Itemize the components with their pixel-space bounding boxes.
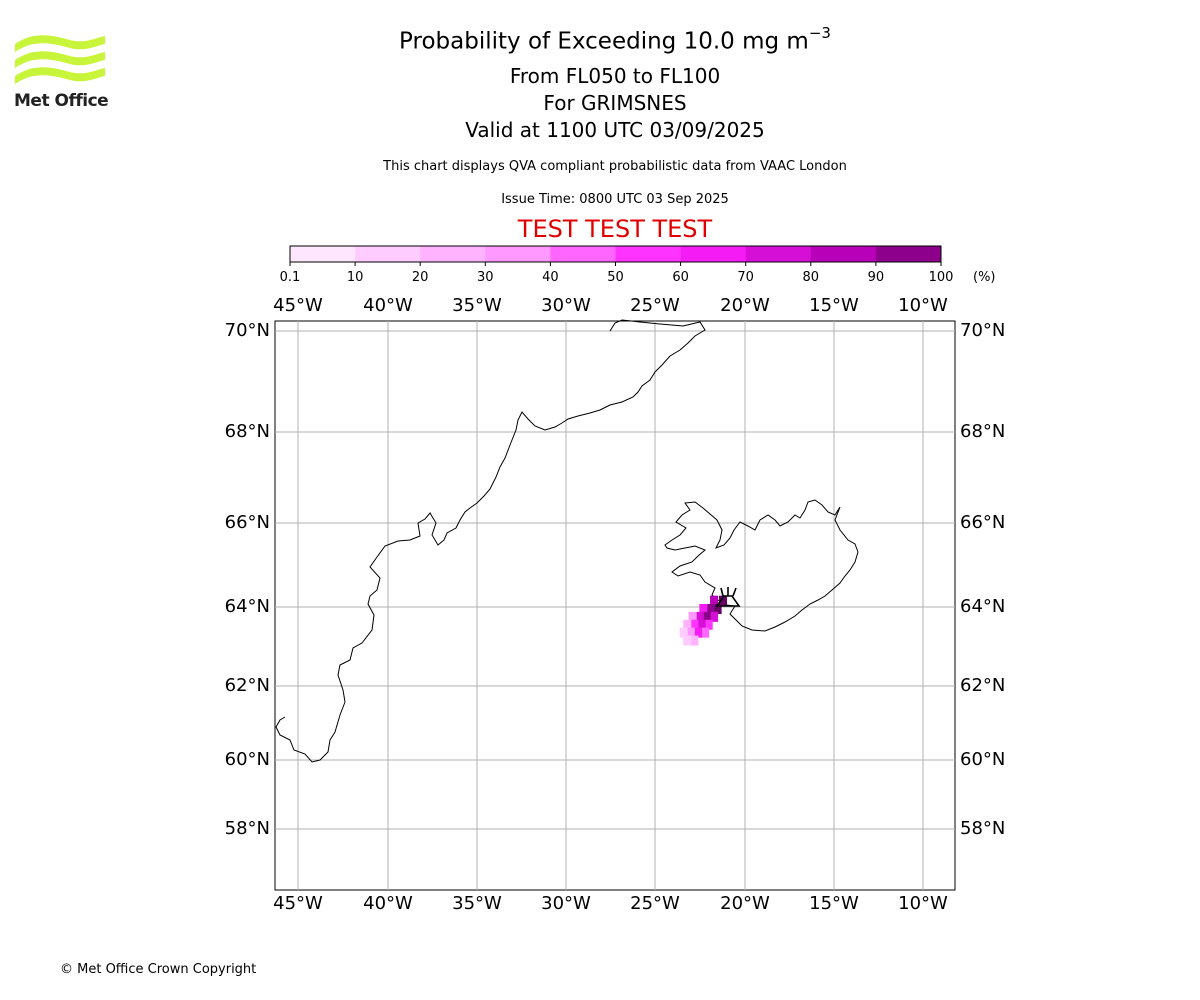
- plume-cell: [697, 619, 706, 630]
- colorbar-tick-label: 20: [411, 270, 429, 285]
- title-main: Probability of Exceeding 10.0 mg m: [399, 28, 809, 55]
- longitude-label-top: 25°W: [630, 295, 680, 316]
- plume-cell: [688, 611, 697, 622]
- latitude-label-right: 64°N: [960, 596, 1006, 617]
- ash-probability-plume: [679, 595, 727, 646]
- longitude-label-top: 10°W: [898, 295, 948, 316]
- map-frame: [274, 320, 956, 891]
- logo-text: Met Office: [14, 91, 109, 111]
- longitude-label-top: 45°W: [273, 295, 323, 316]
- chart-title: Probability of Exceeding 10.0 mg m−3: [0, 24, 1200, 55]
- colorbar-tick-label: 100: [928, 270, 954, 285]
- latitude-label-right: 62°N: [960, 675, 1006, 696]
- latitude-label-right: 60°N: [960, 749, 1006, 770]
- colorbar-tick-label: 30: [477, 270, 494, 285]
- colorbar-tick-label: 40: [542, 270, 559, 285]
- data-note: This chart displays QVA compliant probab…: [383, 159, 847, 174]
- plume-cell: [683, 619, 692, 630]
- latitude-label-left: 62°N: [224, 675, 270, 696]
- plume-cell: [704, 619, 713, 630]
- longitude-label-bottom: 20°W: [720, 893, 770, 914]
- longitude-label-bottom: 40°W: [363, 893, 413, 914]
- latitude-label-left: 66°N: [224, 512, 270, 533]
- longitude-label-bottom: 15°W: [809, 893, 859, 914]
- test-banner: TEST TEST TEST: [517, 215, 713, 243]
- colorbar-tick-label: 60: [672, 270, 689, 285]
- latitude-label-left: 70°N: [224, 320, 270, 341]
- volcano-icon: [715, 587, 741, 607]
- plume-cell: [719, 595, 727, 606]
- longitude-label-top: 40°W: [363, 295, 413, 316]
- volcano-name: For GRIMSNES: [543, 91, 687, 115]
- plume-cell: [679, 627, 688, 638]
- gridlines: [275, 321, 955, 890]
- latitude-label-left: 68°N: [224, 421, 270, 442]
- plume-cell: [713, 603, 722, 614]
- longitude-label-top: 20°W: [720, 295, 770, 316]
- iceland-coastline: [664, 499, 859, 632]
- plume-cell: [702, 611, 711, 622]
- longitude-label-bottom: 45°W: [273, 893, 323, 914]
- latitude-label-left: 60°N: [224, 749, 270, 770]
- plume-cell: [690, 635, 699, 646]
- colorbar-tick-label: 0.1: [279, 270, 301, 285]
- plume-cell: [686, 627, 695, 638]
- greenland-coastline: [275, 319, 706, 763]
- plume-cell: [695, 611, 704, 622]
- colorbar-tick-label: 50: [607, 270, 624, 285]
- coastlines: [275, 319, 859, 763]
- plume-cell: [710, 595, 719, 606]
- copyright: © Met Office Crown Copyright: [60, 962, 257, 977]
- colorbar-tick-label: 80: [802, 270, 820, 285]
- colorbar-tick-label: 70: [737, 270, 754, 285]
- longitude-label-bottom: 25°W: [630, 893, 680, 914]
- longitude-label-bottom: 35°W: [452, 893, 502, 914]
- plume-cell: [683, 635, 692, 646]
- plume-cell: [699, 603, 708, 614]
- valid-time: Valid at 1100 UTC 03/09/2025: [465, 118, 765, 142]
- title-unit-exponent: −3: [808, 24, 831, 42]
- latitude-label-right: 68°N: [960, 421, 1006, 442]
- longitude-label-top: 15°W: [809, 295, 859, 316]
- colorbar-unit: (%): [973, 270, 996, 285]
- plume-cell: [710, 611, 719, 622]
- longitude-label-bottom: 30°W: [541, 893, 591, 914]
- issue-time: Issue Time: 0800 UTC 03 Sep 2025: [501, 192, 729, 207]
- latitude-label-right: 58°N: [960, 818, 1006, 839]
- flight-level-range: From FL050 to FL100: [509, 64, 721, 88]
- colorbar-tick-label: 90: [867, 270, 885, 285]
- latitude-label-right: 66°N: [960, 512, 1006, 533]
- latitude-label-right: 70°N: [960, 320, 1006, 341]
- plume-cell: [701, 627, 710, 638]
- latitude-label-left: 64°N: [224, 596, 270, 617]
- colorbar-tick-label: 10: [346, 270, 364, 285]
- plume-cell: [706, 603, 715, 614]
- longitude-label-top: 35°W: [452, 295, 502, 316]
- plume-cell: [694, 627, 702, 638]
- plume-cell: [690, 619, 699, 630]
- longitude-label-bottom: 10°W: [898, 893, 948, 914]
- latitude-label-left: 58°N: [224, 818, 270, 839]
- longitude-label-top: 30°W: [541, 295, 591, 316]
